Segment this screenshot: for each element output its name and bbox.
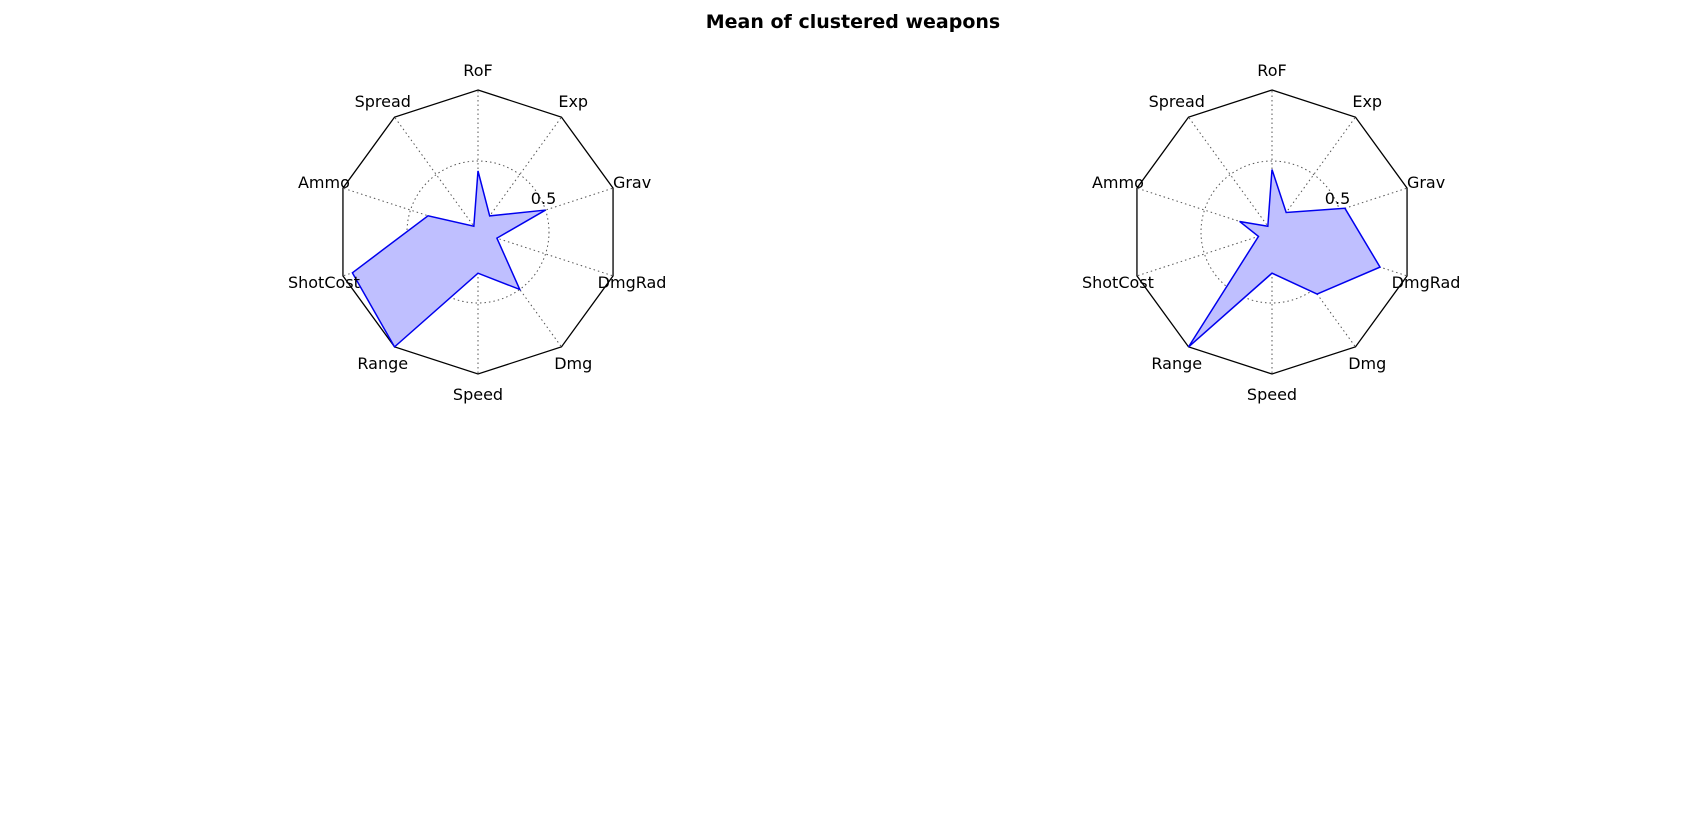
rtick-label: 0.5 [1325,189,1350,208]
axis-label-dmg: Dmg [554,354,592,373]
spoke-spread [394,116,479,233]
axis-label-spread: Spread [355,92,411,111]
radar-chart-left: 0.5 RoF Exp Grav DmgRad Dmg Speed Range ShotCost… [288,61,667,404]
axis-label-dmgrad: DmgRad [1392,273,1461,292]
axis-label-grav: Grav [1407,173,1445,192]
data-series-0 [1187,169,1382,348]
axis-label-exp: Exp [1352,92,1382,111]
radar-chart-right: 0.5 RoF Exp Grav DmgRad Dmg Speed Range ShotCost… [1082,61,1461,404]
axis-label-shotcost: ShotCost [1082,273,1154,292]
axis-label-rof: RoF [463,61,492,80]
axis-label-spread: Spread [1149,92,1205,111]
rgrid-ring-0 [406,160,550,304]
axis-label-ammo: Ammo [298,173,350,192]
axis-label-rof: RoF [1257,61,1286,80]
axis-label-ammo: Ammo [1092,173,1144,192]
axis-label-exp: Exp [558,92,588,111]
data-series-0 [351,170,546,349]
axis-label-dmg: Dmg [1348,354,1386,373]
figure-title: Mean of clustered weapons [706,11,1001,33]
radar-frame [1136,89,1408,375]
axis-label-range: Range [357,354,408,373]
axis-label-shotcost: ShotCost [288,273,360,292]
rtick-label: 0.5 [531,189,556,208]
spoke-shotcost [1136,231,1273,277]
axis-label-dmgrad: DmgRad [598,273,667,292]
spoke-dmgrad [477,231,614,277]
axis-label-speed: Speed [453,385,503,404]
axis-label-speed: Speed [1247,385,1297,404]
radar-frame [342,89,614,375]
axis-label-range: Range [1151,354,1202,373]
spoke-exp [477,116,562,233]
spoke-spread [1188,116,1273,233]
axis-label-grav: Grav [613,173,651,192]
